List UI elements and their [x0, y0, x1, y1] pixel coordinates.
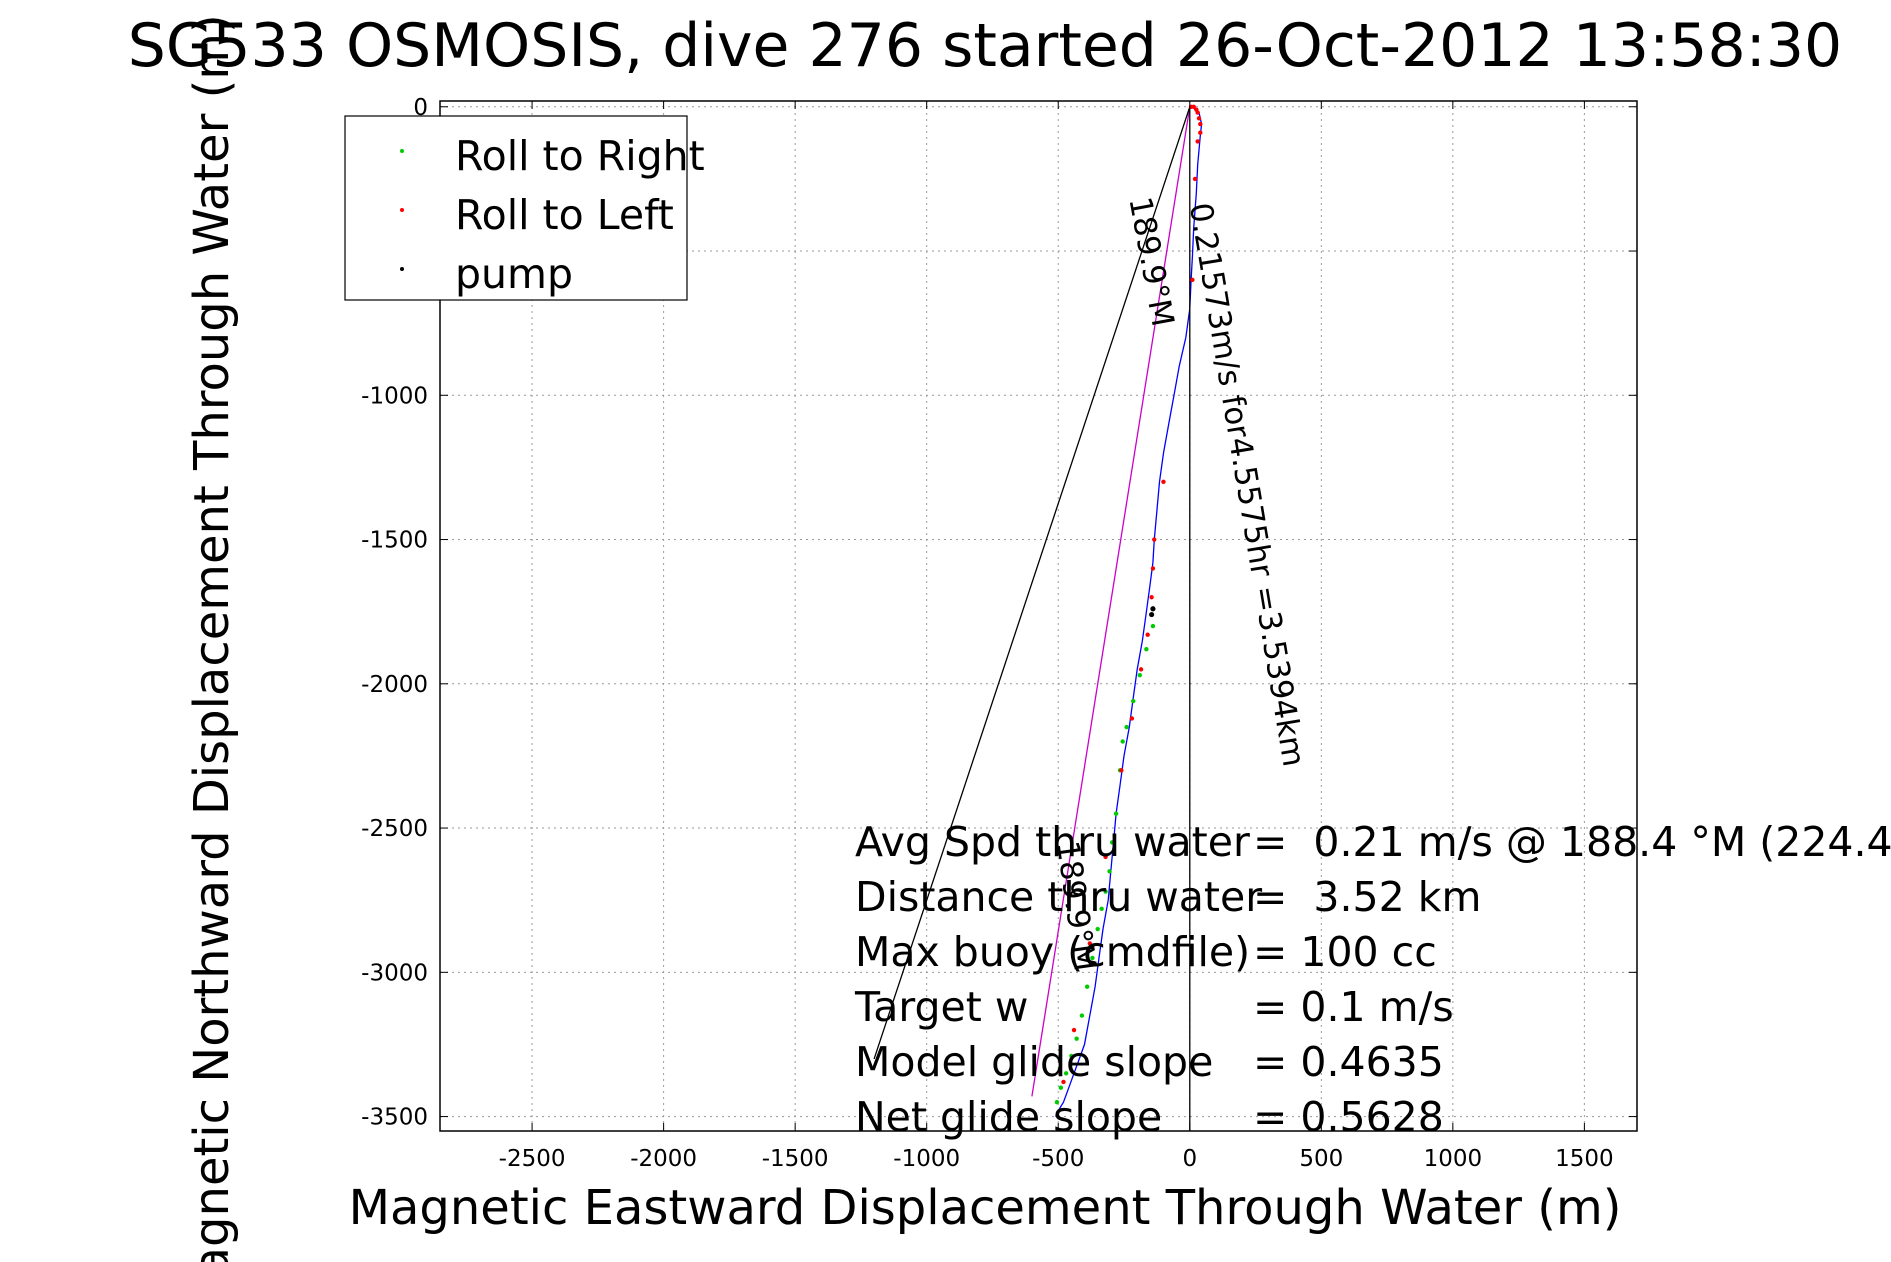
roll-right-point: [1079, 1013, 1085, 1018]
roll-left-point: [1145, 632, 1150, 637]
roll-right-point: [1074, 1036, 1079, 1041]
y-tick-label: -3000: [361, 960, 428, 986]
stat-label-target-w: Target w: [854, 983, 1028, 1031]
roll-right-point: [1069, 1053, 1074, 1059]
y-tick-labels: 0-500-1000-1500-2000-2500-3000-3500: [361, 95, 428, 1131]
plot-area-frame: [439, 100, 1638, 1132]
roll-left-point: [1119, 768, 1124, 773]
x-tick-label: -2000: [630, 1146, 697, 1172]
roll-left-point: [1196, 116, 1202, 121]
x-tick-label: -500: [1032, 1146, 1084, 1172]
roll-right-point: [1124, 724, 1129, 730]
series-layer: [873, 106, 1203, 1131]
roll-right-point: [1103, 889, 1108, 894]
points-layer: [1054, 104, 1203, 1105]
x-tick-label: 1500: [1555, 1146, 1614, 1172]
roll-left-point: [1195, 139, 1200, 144]
roll-right-point: [1063, 1071, 1069, 1076]
roll-left-point: [1192, 176, 1198, 182]
stat-value-distance: = 3.52 km: [1253, 873, 1481, 921]
roll-left-point: [1071, 1027, 1077, 1033]
pump-point: [1150, 606, 1156, 612]
roll-left-point: [1087, 941, 1093, 946]
legend-label-roll-right: Roll to Right: [455, 132, 705, 180]
roll-right-point: [1090, 955, 1095, 961]
legend-marker-roll-right: [400, 149, 404, 153]
stat-value-avg-speed: = 0.21 m/s @ 188.4 °M (224.4 °T): [1253, 818, 1891, 866]
legend-marker-roll-left: [400, 208, 404, 212]
roll-right-point: [1109, 840, 1115, 845]
straight-line-vector-line: [1031, 106, 1191, 1097]
axis-ticks: [440, 101, 1637, 1131]
x-tick-label: -1000: [893, 1146, 960, 1172]
stat-label-distance: Distance thru water: [855, 873, 1262, 921]
roll-right-point: [1107, 869, 1112, 874]
roll-left-point: [1103, 854, 1108, 860]
stat-value-max-buoy: = 100 cc: [1253, 928, 1437, 976]
roll-left-point: [1138, 667, 1144, 672]
grid: [440, 101, 1637, 1131]
roll-right-point: [1099, 906, 1104, 912]
x-tick-label: 0: [1182, 1146, 1197, 1172]
roll-right-point: [1150, 623, 1156, 629]
stat-value-target-w: = 0.1 m/s: [1253, 983, 1454, 1031]
roll-right-point: [1137, 672, 1142, 678]
x-tick-label: 500: [1299, 1146, 1343, 1172]
stat-label-model-glide-slope: Model glide slope: [855, 1038, 1213, 1086]
dive-statistics: Avg Spd thru water = 0.21 m/s @ 188.4 °M…: [854, 818, 1891, 1141]
roll-left-point: [1198, 130, 1203, 135]
x-axis-label: Magnetic Eastward Displacement Through W…: [349, 1180, 1622, 1236]
roll-right-point: [1120, 739, 1125, 744]
stat-value-model-glide-slope: = 0.4635: [1253, 1038, 1444, 1086]
glider-track-line: [1055, 106, 1203, 1117]
chart-title: SG533 OSMOSIS, dive 276 started 26-Oct-2…: [128, 11, 1842, 81]
x-tick-labels: -2500 -2000 -1500 -1000 -500 0 500 1000 1500: [499, 1146, 1614, 1172]
roll-left-point: [1152, 537, 1157, 542]
legend-label-pump: pump: [455, 250, 573, 298]
current-vector-line: [873, 106, 1191, 1060]
roll-left-point: [1198, 121, 1203, 127]
x-tick-label: -2500: [499, 1146, 566, 1172]
roll-left-point: [1161, 479, 1166, 485]
x-tick-label: 1000: [1424, 1146, 1483, 1172]
y-tick-label: -2000: [361, 672, 428, 698]
legend-label-roll-left: Roll to Left: [455, 191, 674, 239]
roll-right-point: [1095, 926, 1100, 932]
roll-left-point: [1150, 566, 1156, 571]
legend-marker-pump: [400, 267, 404, 271]
y-tick-label: 0: [413, 95, 428, 121]
y-tick-label: -1000: [361, 383, 428, 409]
y-tick-label: -3500: [361, 1105, 428, 1131]
y-tick-label: -1500: [361, 528, 428, 554]
pump-point: [1149, 611, 1155, 618]
roll-right-point: [1144, 646, 1149, 652]
roll-left-point: [1191, 104, 1196, 109]
roll-left-point: [1061, 1079, 1066, 1085]
stat-label-avg-speed: Avg Spd thru water: [855, 818, 1250, 866]
roll-right-point: [1131, 698, 1136, 704]
roll-right-point: [1084, 984, 1090, 989]
stat-value-net-glide-slope: = 0.5628: [1253, 1093, 1444, 1141]
roll-left-point: [1190, 277, 1195, 283]
stat-label-max-buoy: Max buoy (cmdfile): [855, 928, 1250, 976]
y-tick-label: -2500: [361, 816, 428, 842]
roll-left-point: [1195, 110, 1200, 115]
roll-right-point: [1113, 811, 1119, 816]
roll-left-point: [1149, 595, 1154, 600]
roll-right-point: [1054, 1099, 1060, 1105]
legend: Roll to Right Roll to Left pump: [344, 115, 705, 301]
roll-right-point: [1058, 1085, 1064, 1090]
x-tick-label: -1500: [762, 1146, 829, 1172]
y-axis-label: Magnetic Northward Displacement Through …: [184, 14, 240, 1262]
stat-label-net-glide-slope: Net glide slope: [855, 1093, 1162, 1141]
roll-left-point: [1129, 716, 1135, 721]
